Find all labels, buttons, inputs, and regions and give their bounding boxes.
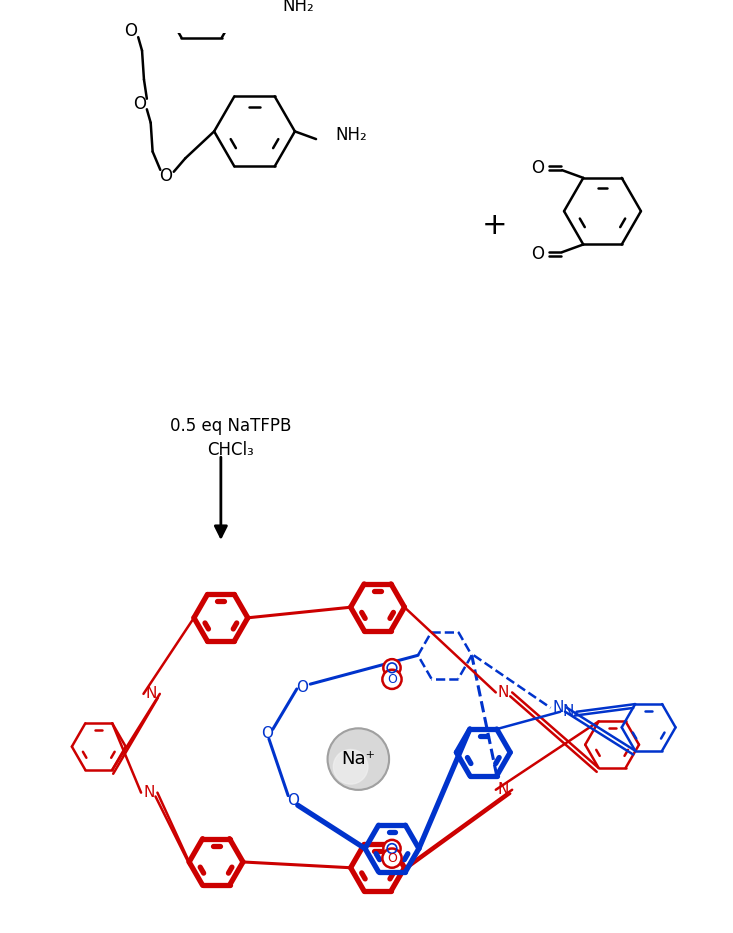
Text: N: N	[145, 687, 157, 702]
Text: NH₂: NH₂	[282, 0, 314, 16]
Text: N: N	[143, 786, 155, 801]
Text: O: O	[133, 94, 146, 113]
Circle shape	[383, 659, 401, 676]
Text: N: N	[498, 782, 509, 798]
Text: O: O	[531, 160, 544, 177]
Circle shape	[334, 749, 368, 784]
Circle shape	[328, 729, 389, 790]
Text: O: O	[531, 245, 544, 263]
Text: N: N	[553, 701, 564, 716]
Text: CHCl₃: CHCl₃	[207, 440, 254, 459]
Text: O: O	[160, 167, 172, 185]
Text: Na⁺: Na⁺	[342, 750, 375, 768]
Text: N: N	[498, 685, 509, 700]
Text: O: O	[261, 726, 273, 741]
Text: O: O	[287, 793, 299, 808]
Text: NH₂: NH₂	[335, 126, 367, 145]
Text: +: +	[482, 211, 508, 240]
Text: O: O	[297, 679, 309, 694]
Text: O: O	[387, 852, 397, 865]
Circle shape	[383, 848, 402, 868]
Text: N: N	[562, 704, 574, 719]
Text: O: O	[124, 22, 137, 40]
Text: O: O	[387, 673, 397, 686]
Circle shape	[383, 840, 401, 857]
Text: 0.5 eq NaTFPB: 0.5 eq NaTFPB	[170, 416, 291, 435]
Circle shape	[383, 670, 402, 689]
